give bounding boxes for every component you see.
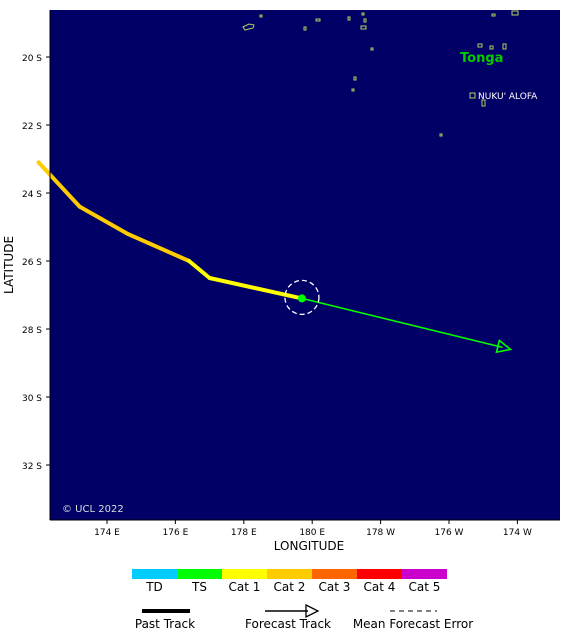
forecast-track-legend-label: Forecast Track [245, 617, 331, 631]
forecast-arrow-icon [305, 603, 320, 619]
y-tick-label: 26 S [22, 258, 42, 268]
legend-category-label: Cat 5 [409, 580, 441, 594]
copyright-text: © UCL 2022 [62, 504, 124, 515]
x-tick-label: 178 W [366, 528, 395, 538]
forecast-track-line [301, 297, 503, 349]
island-outline [363, 18, 367, 23]
legend-swatch [222, 569, 267, 579]
legend-category-label: Cat 3 [319, 580, 351, 594]
island-outline [360, 25, 367, 30]
current-position [284, 279, 320, 316]
mean-error-legend-label: Mean Forecast Error [353, 617, 473, 631]
past-track-legend-label: Past Track [135, 617, 195, 631]
city-label: NUKU' ALOFA [478, 92, 538, 102]
x-axis: 174 E 176 E 178 E 180 E 178 W 176 W 174 W [50, 519, 560, 538]
legend-swatch [267, 569, 312, 579]
island-outline [439, 133, 443, 137]
island-outline [353, 76, 357, 81]
past-track-segment [36, 160, 82, 209]
legend-category-label: TS [191, 580, 207, 594]
x-tick-label: 176 W [435, 528, 464, 538]
y-tick-label: 24 S [22, 190, 42, 200]
x-tick-label: 176 E [163, 528, 189, 538]
island-outline [502, 43, 507, 50]
island-outline [347, 16, 351, 21]
current-position-marker [297, 294, 306, 303]
legend-category-label: Cat 2 [274, 580, 306, 594]
country-label: Tonga [460, 51, 503, 66]
island-outline [370, 47, 374, 51]
x-tick-label: 178 E [231, 528, 257, 538]
y-axis-title: LATITUDE [2, 236, 16, 294]
legend-category-label: Cat 1 [229, 580, 261, 594]
island-outline [491, 13, 496, 17]
island-outline [511, 10, 519, 16]
past-track-segment [187, 259, 212, 280]
y-tick-label: 30 S [22, 394, 42, 404]
forecast-arrowhead [495, 339, 513, 354]
mean-error-legend: Mean Forecast Error [353, 610, 473, 631]
island-outlines [242, 10, 519, 137]
legend-swatch [357, 569, 402, 579]
island-outline [303, 26, 307, 31]
island-outline [481, 99, 486, 107]
legend-swatch [312, 569, 357, 579]
island-outline [477, 43, 483, 48]
y-tick-label: 28 S [22, 326, 42, 336]
map-background [50, 10, 560, 520]
island-outline [315, 18, 321, 22]
y-tick-label: 32 S [22, 462, 42, 472]
island-outline [469, 92, 476, 99]
island-outline [489, 45, 494, 50]
category-legend: TD TS Cat 1 Cat 2 Cat 3 Cat 4 Cat 5 [132, 569, 447, 594]
island-outline [242, 23, 255, 31]
legend-category-label: TD [145, 580, 163, 594]
y-tick-label: 20 S [22, 54, 42, 64]
island-outline [361, 12, 365, 16]
mean-forecast-error-circle [284, 279, 320, 316]
past-track [36, 160, 304, 301]
past-track-segment [207, 276, 304, 301]
forecast-track-legend: Forecast Track [245, 603, 331, 631]
past-track-segment [77, 204, 130, 236]
y-tick-label: 22 S [22, 122, 42, 132]
x-tick-label: 174 E [94, 528, 120, 538]
past-track-legend: Past Track [135, 609, 195, 631]
island-outline [351, 88, 355, 92]
legend-swatch [132, 569, 177, 579]
x-tick-label: 180 E [299, 528, 325, 538]
island-outline [259, 14, 263, 18]
legend-category-label: Cat 4 [364, 580, 396, 594]
x-tick-label: 174 W [503, 528, 532, 538]
legend-swatch [177, 569, 222, 579]
forecast-track [301, 297, 513, 354]
past-track-segment [125, 231, 192, 263]
x-axis-title: LONGITUDE [274, 539, 344, 553]
y-axis: 20 S 22 S 24 S 26 S 28 S 30 S 32 S [22, 10, 51, 520]
legend-swatch [402, 569, 447, 579]
